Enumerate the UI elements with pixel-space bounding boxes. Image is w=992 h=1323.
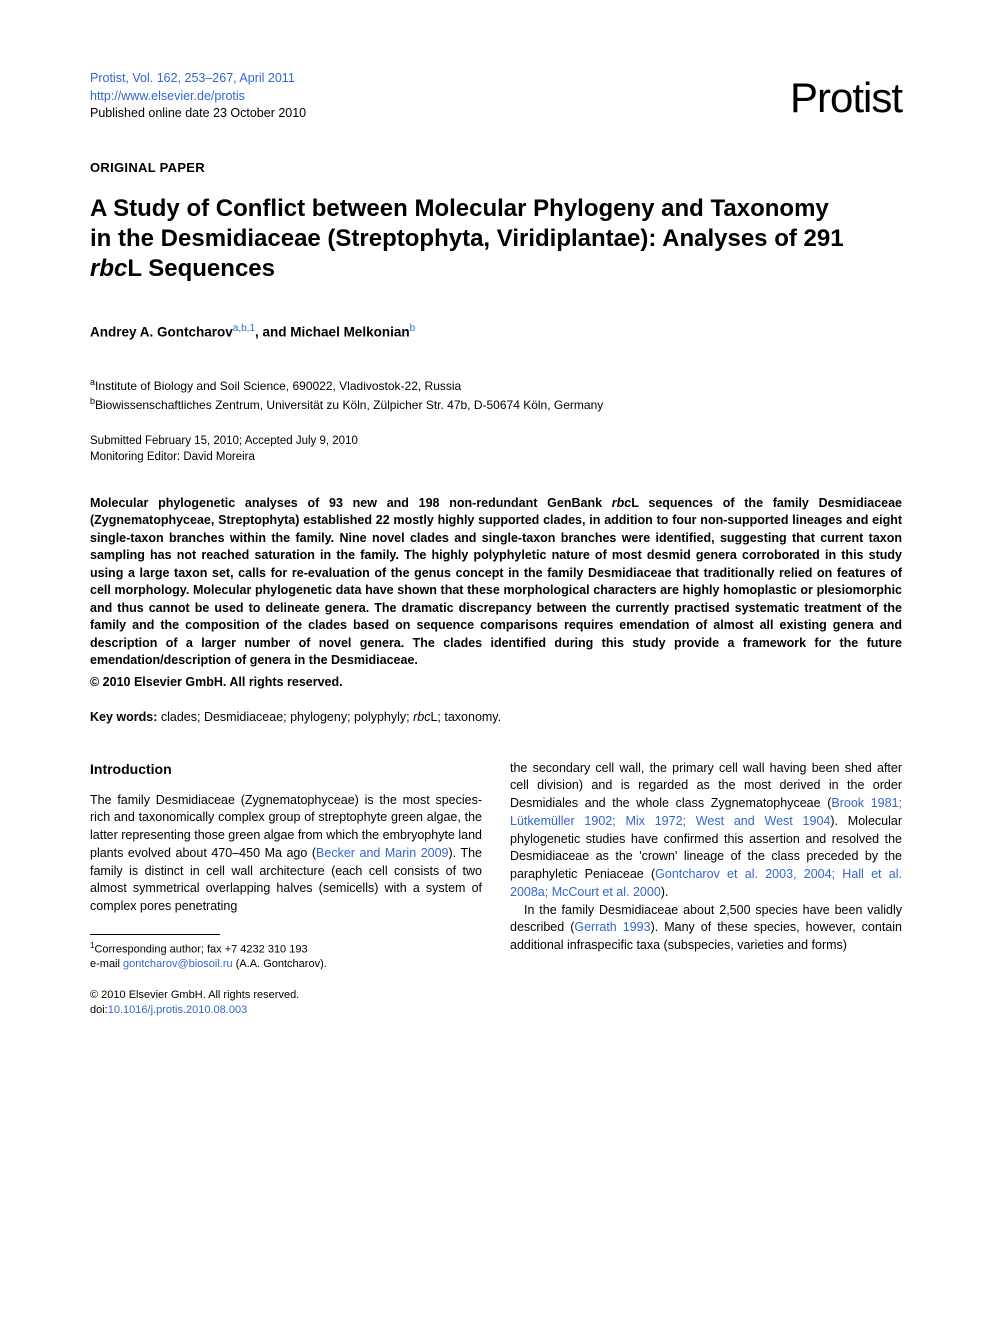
introduction-heading: Introduction	[90, 760, 482, 780]
title-text-post: L Sequences	[127, 255, 275, 282]
keywords-line: Key words: clades; Desmidiaceae; phyloge…	[90, 709, 902, 726]
title-italic: rbc	[90, 255, 127, 282]
abstract-pre: Molecular phylogenetic analyses of 93 ne…	[90, 496, 612, 510]
column-right: the secondary cell wall, the primary cel…	[510, 760, 902, 1018]
intro-para-2-right: In the family Desmidiaceae about 2,500 s…	[510, 902, 902, 955]
affiliation-b: bBiowissenschaftliches Zentrum, Universi…	[90, 395, 902, 414]
article-title: A Study of Conflict between Molecular Ph…	[90, 194, 850, 284]
journal-citation: Protist, Vol. 162, 253–267, April 2011	[90, 70, 306, 88]
abstract-text: Molecular phylogenetic analyses of 93 ne…	[90, 495, 902, 670]
abstract-italic: rbc	[612, 496, 631, 510]
doi-label: doi:	[90, 1004, 108, 1016]
intro-para-1-left: The family Desmidiaceae (Zygnematophycea…	[90, 792, 482, 916]
footnote-email-post: (A.A. Gontcharov).	[233, 958, 327, 970]
footer-copyright: © 2010 Elsevier GmbH. All rights reserve…	[90, 988, 482, 1003]
footnote-line1: Corresponding author; fax +7 4232 310 19…	[94, 943, 307, 955]
abstract-post: L sequences of the family Desmidiaceae (…	[90, 496, 902, 668]
title-text-pre: A Study of Conflict between Molecular Ph…	[90, 195, 844, 252]
doi-link[interactable]: 10.1016/j.protis.2010.08.003	[108, 1004, 247, 1016]
journal-logo: Protist	[790, 70, 902, 127]
keywords-pre: clades; Desmidiaceae; phylogeny; polyphy…	[157, 710, 413, 724]
column-left: Introduction The family Desmidiaceae (Zy…	[90, 760, 482, 1018]
body-columns: Introduction The family Desmidiaceae (Zy…	[90, 760, 902, 1018]
authors-separator: , and	[255, 325, 290, 340]
footnote-email-link[interactable]: gontcharov@biosoil.ru	[123, 958, 233, 970]
author-2-name: Michael Melkonian	[290, 325, 409, 340]
submission-block: Submitted February 15, 2010; Accepted Ju…	[90, 433, 902, 465]
footnote-email-label: e-mail	[90, 958, 123, 970]
journal-info-block: Protist, Vol. 162, 253–267, April 2011 h…	[90, 70, 306, 123]
intro-c2-post: ).	[661, 885, 669, 899]
keywords-label: Key words:	[90, 710, 157, 724]
keywords-italic: rbc	[413, 710, 430, 724]
affil-b-text: Biowissenschaftliches Zentrum, Universit…	[95, 398, 603, 412]
intro-c1-ref[interactable]: Becker and Marin 2009	[316, 846, 448, 860]
author-2-affil-marker: b	[410, 323, 416, 334]
affiliation-a: aInstitute of Biology and Soil Science, …	[90, 376, 902, 395]
affil-a-text: Institute of Biology and Soil Science, 6…	[95, 379, 461, 393]
intro-para-1-right: the secondary cell wall, the primary cel…	[510, 760, 902, 902]
abstract-copyright: © 2010 Elsevier GmbH. All rights reserve…	[90, 674, 902, 691]
publication-date: Published online date 23 October 2010	[90, 105, 306, 123]
affiliations-block: aInstitute of Biology and Soil Science, …	[90, 376, 902, 415]
author-1-affil-marker: a,b,1	[233, 323, 255, 334]
keywords-post: L; taxonomy.	[430, 710, 501, 724]
footer-meta: © 2010 Elsevier GmbH. All rights reserve…	[90, 988, 482, 1018]
authors-line: Andrey A. Gontcharova,b,1, and Michael M…	[90, 322, 902, 342]
journal-url-link[interactable]: http://www.elsevier.de/protis	[90, 89, 245, 103]
monitoring-editor: Monitoring Editor: David Moreira	[90, 449, 902, 465]
footer-doi-line: doi:10.1016/j.protis.2010.08.003	[90, 1003, 482, 1018]
author-1-name: Andrey A. Gontcharov	[90, 325, 233, 340]
footnote-divider	[90, 934, 220, 935]
intro-c2p2-ref[interactable]: Gerrath 1993	[574, 920, 650, 934]
submission-dates: Submitted February 15, 2010; Accepted Ju…	[90, 433, 902, 449]
section-label: ORIGINAL PAPER	[90, 159, 902, 177]
corresponding-author-footnote: 1Corresponding author; fax +7 4232 310 1…	[90, 941, 482, 972]
page-header: Protist, Vol. 162, 253–267, April 2011 h…	[90, 70, 902, 127]
